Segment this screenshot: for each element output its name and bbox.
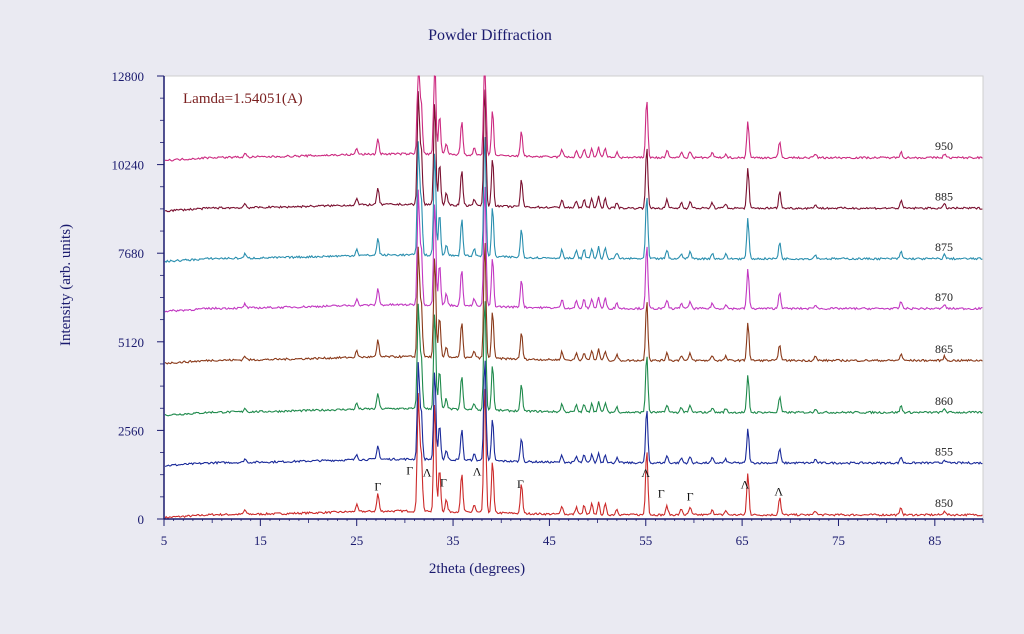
x-tick-label: 25 [350, 533, 363, 548]
series-line-870 [164, 186, 983, 313]
series-label-950: 950 [935, 139, 953, 153]
phase-marker: Λ [741, 478, 750, 492]
series-line-855 [164, 360, 983, 467]
phase-marker: Γ [658, 487, 665, 501]
x-axis-label: 2theta (degrees) [429, 561, 525, 577]
phase-marker: Λ [473, 464, 482, 478]
x-tick-label: 55 [639, 533, 652, 548]
x-tick-label: 5 [161, 533, 168, 548]
y-tick-label: 5120 [118, 335, 144, 350]
y-tick-label: 2560 [118, 423, 144, 438]
x-tick-label: 45 [543, 533, 556, 548]
y-tick-label: 10240 [112, 158, 145, 173]
series-label-layer: 850 855 860 865 870 875 885 950 [935, 139, 953, 510]
series-line-850 [164, 388, 983, 519]
series-label-850: 850 [935, 496, 953, 510]
series-layer [164, 75, 983, 519]
x-tick-label: 35 [447, 533, 460, 548]
phase-marker: Γ [374, 480, 381, 494]
series-label-860: 860 [935, 394, 953, 408]
phase-marker: Λ [774, 484, 783, 498]
x-tick-label: 85 [928, 533, 941, 548]
series-label-865: 865 [935, 342, 953, 356]
series-line-875 [164, 136, 983, 264]
series-label-885: 885 [935, 190, 953, 204]
x-tick-label: 15 [254, 533, 267, 548]
phase-marker: Γ [440, 475, 447, 489]
phase-marker: Λ [641, 466, 650, 480]
x-tick-label: 75 [832, 533, 845, 548]
phase-marker: Γ [406, 464, 413, 478]
series-line-860 [164, 301, 983, 417]
y-axis-label: Intensity (arb. units) [58, 224, 74, 346]
y-tick-label: 7680 [118, 246, 144, 261]
phase-marker: Γ [517, 477, 524, 491]
chart-title: Powder Diffraction [428, 27, 552, 44]
x-tick-label: 65 [736, 533, 749, 548]
series-line-885 [164, 89, 983, 213]
phase-marker: Γ [687, 489, 694, 503]
series-label-855: 855 [935, 444, 953, 458]
y-tick-label: 12800 [112, 69, 145, 84]
wavelength-annotation: Lamda=1.54051(A) [183, 91, 303, 107]
plot-frame [163, 75, 984, 520]
phase-marker: Λ [423, 465, 432, 479]
series-line-950 [165, 75, 983, 162]
series-label-875: 875 [935, 240, 953, 254]
series-label-870: 870 [935, 290, 953, 304]
y-tick-label: 0 [138, 512, 145, 527]
series-line-865 [164, 242, 983, 365]
